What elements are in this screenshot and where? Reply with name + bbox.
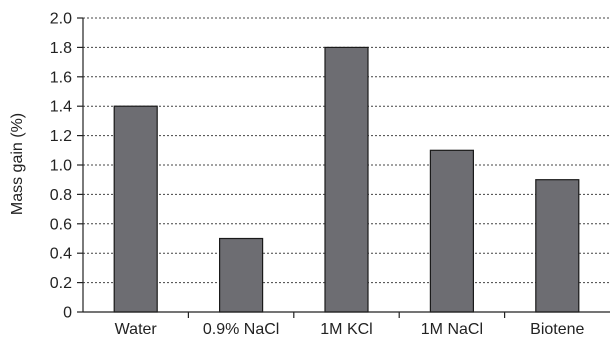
x-category-label: 1M NaCl [421,321,483,338]
bar-1m-nacl [429,149,474,313]
bar-0-9-nacl [219,237,264,313]
x-category-label: 1M KCl [320,321,372,338]
x-category-label: Water [115,321,158,338]
y-tick-label: 2.0 [50,11,72,28]
y-ticks: 0 0.2 0.4 0.6 0.8 1.0 1.2 1.4 1.6 1.8 2.0 [50,11,83,322]
x-category-labels: Water 0.9% NaCl 1M KCl 1M NaCl Biotene [115,312,585,338]
bar-biotene [535,179,580,313]
y-tick-label: 1.8 [50,40,72,57]
y-tick-label: 1.0 [50,158,72,175]
y-tick-label: 1.6 [50,69,72,86]
bar-1m-kcl [324,46,369,313]
y-tick-label: 1.4 [50,99,72,116]
bars [113,46,580,313]
x-category-label: Biotene [530,321,584,338]
y-tick-label: 0.6 [50,216,72,233]
y-tick-label: 1.2 [50,128,72,145]
bar-water [113,105,158,313]
x-category-label: 0.9% NaCl [203,321,279,338]
y-tick-label: 0 [63,305,72,322]
y-tick-label: 0.2 [50,275,72,292]
y-tick-label: 0.4 [50,246,72,263]
y-axis-title: Mass gain (%) [9,113,26,215]
y-tick-label: 0.8 [50,187,72,204]
